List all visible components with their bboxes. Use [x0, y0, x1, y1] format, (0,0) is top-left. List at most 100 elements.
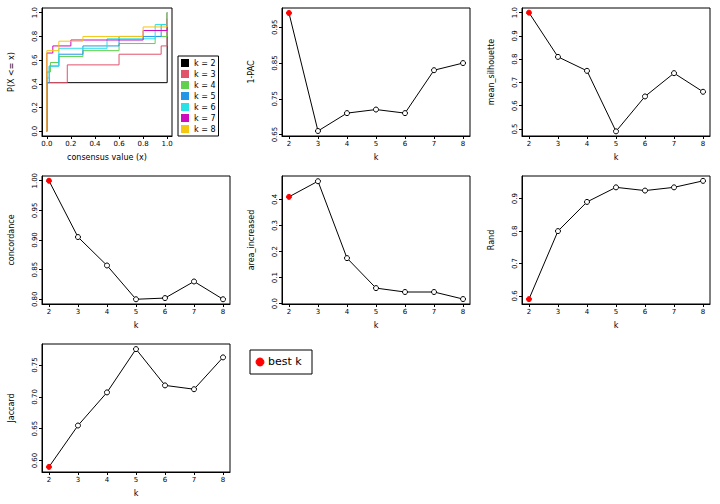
svg-text:8: 8 — [221, 476, 225, 484]
svg-text:0.75: 0.75 — [31, 357, 39, 373]
svg-text:0.9: 0.9 — [511, 30, 519, 41]
svg-text:8: 8 — [461, 140, 465, 148]
svg-text:k = 3: k = 3 — [194, 70, 216, 79]
svg-text:k = 7: k = 7 — [194, 114, 216, 123]
svg-text:3: 3 — [316, 308, 320, 316]
svg-text:area_increased: area_increased — [247, 210, 256, 271]
svg-text:k = 8: k = 8 — [194, 125, 216, 134]
svg-text:3: 3 — [556, 140, 560, 148]
svg-text:0.8: 0.8 — [31, 31, 39, 42]
svg-text:4: 4 — [345, 140, 350, 148]
svg-text:5: 5 — [614, 308, 618, 316]
svg-text:2: 2 — [527, 140, 531, 148]
svg-text:k = 2: k = 2 — [194, 59, 216, 68]
svg-text:Jaccard: Jaccard — [7, 393, 16, 423]
svg-text:5: 5 — [134, 476, 138, 484]
svg-text:0.75: 0.75 — [271, 91, 279, 107]
svg-text:0.2: 0.2 — [271, 246, 279, 257]
svg-text:mean_silhouette: mean_silhouette — [487, 39, 496, 106]
svg-text:0.8: 0.8 — [511, 54, 519, 65]
svg-text:2: 2 — [47, 308, 51, 316]
svg-text:4: 4 — [105, 308, 110, 316]
svg-text:1.0: 1.0 — [511, 7, 519, 18]
svg-text:4: 4 — [585, 308, 590, 316]
svg-text:6: 6 — [403, 140, 408, 148]
svg-text:0.5: 0.5 — [511, 123, 519, 134]
svg-text:0.2: 0.2 — [31, 102, 39, 113]
svg-text:P(X <= x): P(X <= x) — [7, 52, 16, 92]
svg-text:7: 7 — [672, 308, 676, 316]
svg-text:k: k — [614, 153, 619, 162]
svg-text:0.70: 0.70 — [31, 389, 39, 405]
svg-text:0.85: 0.85 — [271, 55, 279, 71]
svg-text:Rand: Rand — [487, 230, 496, 250]
svg-text:2: 2 — [47, 476, 51, 484]
svg-text:7: 7 — [672, 140, 676, 148]
svg-text:6: 6 — [643, 140, 648, 148]
svg-text:6: 6 — [643, 308, 648, 316]
svg-text:0.6: 0.6 — [511, 100, 519, 112]
svg-text:8: 8 — [701, 308, 705, 316]
svg-text:3: 3 — [76, 308, 80, 316]
svg-text:k = 4: k = 4 — [194, 81, 216, 90]
svg-text:0.7: 0.7 — [511, 77, 519, 88]
svg-text:0.65: 0.65 — [271, 127, 279, 143]
svg-text:2: 2 — [287, 140, 291, 148]
svg-text:8: 8 — [461, 308, 465, 316]
svg-text:k: k — [614, 321, 619, 330]
svg-text:5: 5 — [374, 308, 378, 316]
svg-text:0.6: 0.6 — [511, 290, 519, 302]
svg-text:7: 7 — [192, 476, 196, 484]
svg-text:0.8: 0.8 — [511, 226, 519, 237]
svg-text:0.6: 0.6 — [113, 140, 125, 148]
svg-text:0.95: 0.95 — [271, 20, 279, 36]
svg-text:0.0: 0.0 — [41, 140, 52, 148]
svg-text:0.3: 0.3 — [271, 220, 279, 231]
svg-text:0.85: 0.85 — [31, 262, 39, 278]
svg-text:0.0: 0.0 — [31, 126, 39, 137]
svg-text:7: 7 — [432, 140, 436, 148]
svg-text:4: 4 — [345, 308, 350, 316]
svg-text:0.4: 0.4 — [271, 193, 279, 205]
svg-text:1.00: 1.00 — [31, 173, 39, 189]
svg-text:6: 6 — [163, 476, 168, 484]
svg-text:0.1: 0.1 — [271, 272, 279, 283]
svg-text:0.6: 0.6 — [31, 54, 39, 66]
svg-text:0.9: 0.9 — [511, 193, 519, 204]
svg-text:0.80: 0.80 — [31, 291, 39, 307]
svg-text:4: 4 — [105, 476, 110, 484]
svg-text:consensus value (x): consensus value (x) — [67, 153, 147, 162]
svg-text:k: k — [374, 321, 379, 330]
svg-text:7: 7 — [192, 308, 196, 316]
svg-text:5: 5 — [614, 140, 618, 148]
svg-text:best k: best k — [268, 355, 302, 368]
svg-text:3: 3 — [76, 476, 80, 484]
svg-text:0.2: 0.2 — [65, 140, 76, 148]
svg-text:5: 5 — [374, 140, 378, 148]
svg-text:1-PAC: 1-PAC — [247, 60, 256, 84]
svg-text:k = 6: k = 6 — [194, 103, 216, 112]
svg-text:0.95: 0.95 — [31, 203, 39, 219]
svg-text:6: 6 — [163, 308, 168, 316]
svg-text:8: 8 — [701, 140, 705, 148]
svg-text:0.8: 0.8 — [138, 140, 149, 148]
svg-text:k = 5: k = 5 — [194, 92, 216, 101]
svg-text:0.60: 0.60 — [31, 453, 39, 469]
svg-text:0.4: 0.4 — [89, 140, 101, 148]
svg-text:0.7: 0.7 — [511, 258, 519, 269]
svg-text:2: 2 — [527, 308, 531, 316]
svg-text:0.0: 0.0 — [271, 298, 279, 309]
svg-text:8: 8 — [221, 308, 225, 316]
svg-text:2: 2 — [287, 308, 291, 316]
svg-text:0.90: 0.90 — [31, 232, 39, 248]
svg-text:0.4: 0.4 — [31, 78, 39, 90]
svg-text:3: 3 — [556, 308, 560, 316]
svg-text:3: 3 — [316, 140, 320, 148]
svg-text:k: k — [374, 153, 379, 162]
svg-text:6: 6 — [403, 308, 408, 316]
svg-text:concordance: concordance — [7, 214, 16, 265]
svg-text:0.65: 0.65 — [31, 421, 39, 437]
svg-text:7: 7 — [432, 308, 436, 316]
svg-text:k: k — [134, 489, 139, 498]
svg-text:1.0: 1.0 — [162, 140, 173, 148]
